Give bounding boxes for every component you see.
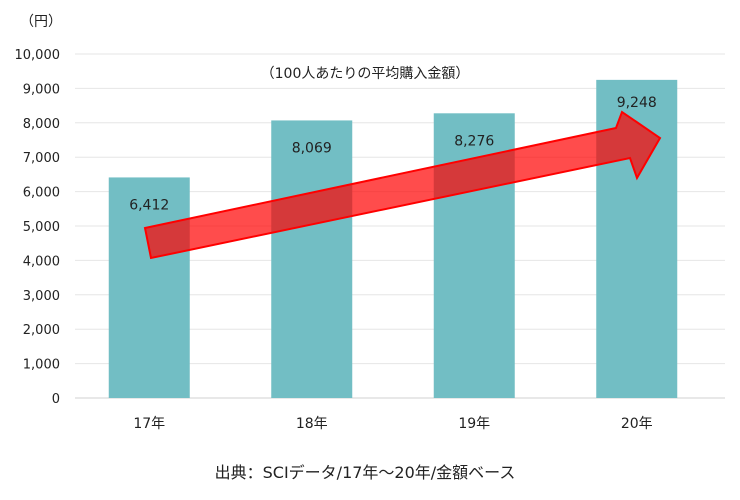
x-tick-label: 20年	[621, 416, 653, 432]
y-tick-label: 4,000	[23, 254, 60, 269]
y-tick-label: 2,000	[23, 323, 60, 338]
data-label: 8,069	[292, 140, 332, 156]
y-tick-label: 0	[52, 392, 60, 407]
chart-subtitle: （100人あたりの平均購入金額）	[261, 66, 470, 82]
y-tick-label: 3,000	[23, 289, 60, 304]
y-tick-label: 7,000	[23, 151, 60, 166]
y-tick-label: 5,000	[23, 220, 60, 235]
y-tick-label: 6,000	[23, 186, 60, 201]
trend-arrow	[143, 110, 662, 260]
y-unit-label: （円）	[20, 14, 62, 30]
x-tick-label: 19年	[458, 416, 490, 432]
bar	[108, 177, 190, 398]
y-tick-label: 9,000	[23, 82, 60, 97]
y-tick-label: 1,000	[23, 358, 60, 373]
data-label: 9,248	[617, 95, 657, 111]
x-tick-label: 17年	[133, 416, 165, 432]
bar	[271, 120, 353, 399]
y-tick-label: 10,000	[15, 48, 61, 63]
x-tick-label: 18年	[296, 416, 328, 432]
data-label: 6,412	[129, 197, 169, 213]
source-note: 出典：SCIデータ/17年～20年/金額ベース	[215, 463, 516, 482]
y-tick-label: 8,000	[23, 117, 60, 132]
data-label: 8,276	[454, 133, 494, 149]
